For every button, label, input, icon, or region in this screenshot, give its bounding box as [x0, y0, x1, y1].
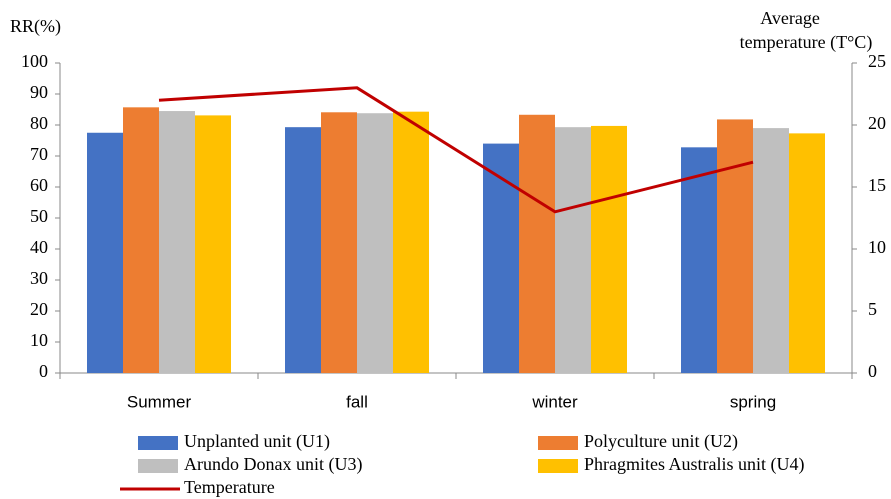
- bar: [753, 128, 789, 373]
- bar: [87, 132, 123, 373]
- x-tick-label: Summer: [127, 392, 192, 411]
- y-tick-label: 100: [21, 51, 48, 71]
- x-tick-label: fall: [346, 392, 368, 411]
- y-tick-label: 60: [30, 175, 48, 195]
- legend-swatch: [538, 436, 578, 450]
- legend-swatch: [138, 459, 178, 473]
- bar: [393, 111, 429, 374]
- y2-axis-label: Average: [760, 8, 820, 28]
- y2-tick-label: 20: [868, 113, 886, 133]
- legend-label: Phragmites Australis unit (U4): [584, 454, 804, 475]
- y2-tick-label: 5: [868, 299, 877, 319]
- bar: [591, 125, 627, 374]
- y2-axis-label: temperature (T°C): [740, 32, 873, 53]
- y-tick-label: 20: [30, 299, 48, 319]
- y2-tick-label: 25: [868, 51, 886, 71]
- legend-swatch: [138, 436, 178, 450]
- bar: [681, 147, 717, 373]
- y-axis-label: RR(%): [10, 16, 61, 37]
- x-tick-label: spring: [730, 392, 776, 411]
- y2-tick-label: 10: [868, 237, 886, 257]
- legend-label: Unplanted unit (U1): [184, 431, 330, 452]
- bar: [321, 112, 357, 373]
- y-tick-label: 50: [30, 206, 48, 226]
- bar: [717, 119, 753, 373]
- y-tick-label: 90: [30, 82, 48, 102]
- bar: [123, 107, 159, 373]
- y-tick-label: 70: [30, 144, 48, 164]
- legend-label: Arundo Donax unit (U3): [184, 454, 362, 475]
- bar: [519, 114, 555, 374]
- y-tick-label: 40: [30, 237, 48, 257]
- legend-label: Polyculture unit (U2): [584, 431, 738, 452]
- bar: [195, 115, 231, 373]
- y-tick-label: 0: [39, 361, 48, 381]
- temperature-line: [158, 86, 754, 214]
- x-tick-label: winter: [531, 392, 578, 411]
- legend-label: Temperature: [184, 477, 275, 497]
- y-tick-label: 80: [30, 113, 48, 133]
- y2-tick-label: 0: [868, 361, 877, 381]
- bar: [357, 113, 393, 373]
- bar: [285, 127, 321, 373]
- y-tick-label: 10: [30, 330, 48, 350]
- bar: [789, 133, 825, 373]
- y2-tick-label: 15: [868, 175, 886, 195]
- y-tick-label: 30: [30, 268, 48, 288]
- legend-swatch: [538, 459, 578, 473]
- bar: [555, 127, 591, 373]
- bar: [483, 143, 519, 373]
- bar: [159, 111, 195, 374]
